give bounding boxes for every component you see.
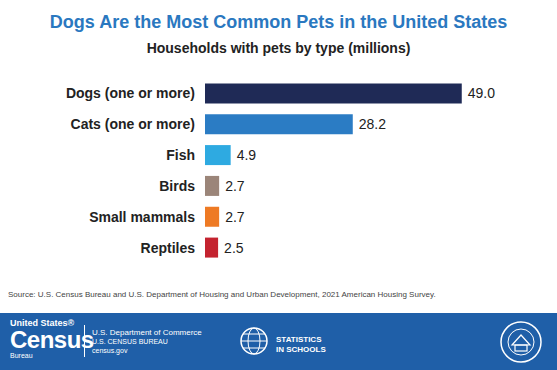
- svg-text:2.5: 2.5: [224, 240, 244, 256]
- svg-text:49.0: 49.0: [468, 85, 495, 101]
- svg-text:Reptiles: Reptiles: [141, 240, 196, 256]
- html-text:United States®: United States®: [10, 318, 75, 328]
- html-text:U.S. CENSUS BUREAU: U.S. CENSUS BUREAU: [92, 338, 168, 345]
- svg-text:2.7: 2.7: [225, 209, 245, 225]
- html-text:census.gov: census.gov: [92, 347, 128, 354]
- svg-text:Households with pets by type (: Households with pets by type (millions): [147, 40, 411, 56]
- html-text:STATISTICS: STATISTICS: [276, 335, 322, 344]
- svg-text:28.2: 28.2: [359, 116, 386, 132]
- svg-text:Birds: Birds: [159, 178, 195, 194]
- svg-text:Cats (one or more): Cats (one or more): [71, 116, 195, 132]
- html-text:Census: Census: [10, 326, 94, 353]
- svg-text:2.7: 2.7: [225, 178, 245, 194]
- svg-text:Source: U.S. Census Bureau and: Source: U.S. Census Bureau and U.S. Depa…: [8, 290, 436, 299]
- svg-text:Fish: Fish: [166, 147, 195, 163]
- svg-text:Dogs Are the Most Common Pets: Dogs Are the Most Common Pets in the Uni…: [50, 12, 507, 32]
- html-text:IN SCHOOLS: IN SCHOOLS: [276, 345, 326, 354]
- svg-text:4.9: 4.9: [237, 147, 257, 163]
- html-text:U.S. Department of Commerce: U.S. Department of Commerce: [92, 328, 202, 337]
- svg-text:Small mammals: Small mammals: [89, 209, 195, 225]
- svg-text:Dogs (one or more): Dogs (one or more): [66, 85, 195, 101]
- html-text:Bureau: Bureau: [10, 352, 33, 359]
